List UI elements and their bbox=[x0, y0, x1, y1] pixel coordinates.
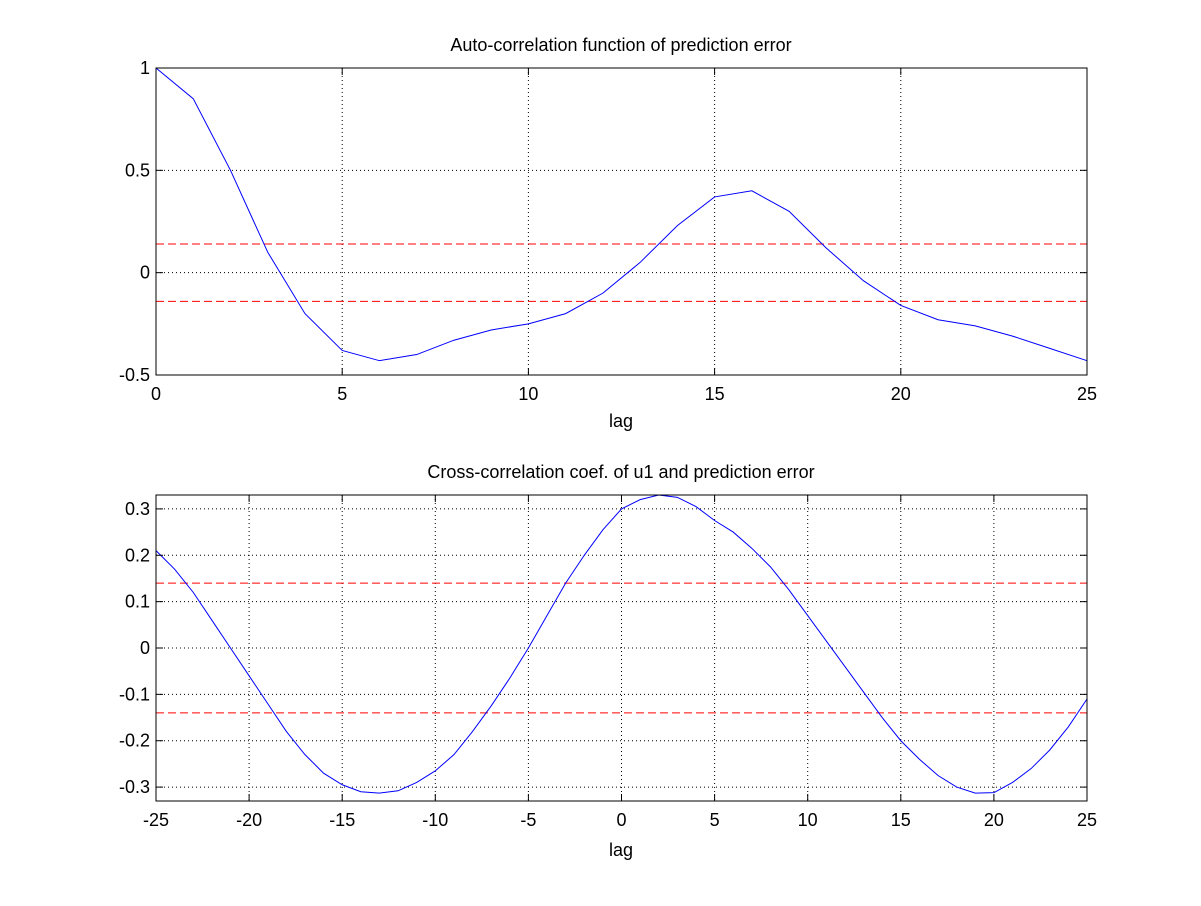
axes-autocorrelation: Auto-correlation function of prediction … bbox=[119, 35, 1097, 431]
x-tick-label: 20 bbox=[984, 810, 1004, 830]
x-tick-label: 10 bbox=[798, 810, 818, 830]
x-tick-label: 5 bbox=[337, 384, 347, 404]
y-tick-label: 0.1 bbox=[125, 592, 150, 612]
y-tick-label: -0.1 bbox=[119, 684, 150, 704]
x-tick-label: -20 bbox=[236, 810, 262, 830]
y-tick-label: 0.3 bbox=[125, 499, 150, 519]
x-tick-label: 20 bbox=[891, 384, 911, 404]
x-tick-label: 25 bbox=[1077, 810, 1097, 830]
y-tick-label: 0 bbox=[140, 638, 150, 658]
y-tick-label: 0.2 bbox=[125, 545, 150, 565]
y-tick-label: 0.5 bbox=[125, 160, 150, 180]
x-tick-label: -10 bbox=[422, 810, 448, 830]
series-line bbox=[155, 67, 1088, 362]
x-axis-label: lag bbox=[609, 840, 633, 860]
x-tick-label: 10 bbox=[518, 384, 538, 404]
axes-frame bbox=[155, 67, 1088, 376]
x-tick-label: 5 bbox=[710, 810, 720, 830]
y-tick-label: 1 bbox=[140, 58, 150, 78]
x-tick-label: 15 bbox=[891, 810, 911, 830]
chart-title: Auto-correlation function of prediction … bbox=[450, 35, 791, 55]
axes-crosscorrelation: Cross-correlation coef. of u1 and predic… bbox=[119, 462, 1097, 860]
x-tick-label: 15 bbox=[705, 384, 725, 404]
x-tick-label: -25 bbox=[143, 810, 169, 830]
y-tick-label: -0.5 bbox=[119, 365, 150, 385]
chart-title: Cross-correlation coef. of u1 and predic… bbox=[427, 462, 814, 482]
y-tick-label: -0.2 bbox=[119, 731, 150, 751]
x-tick-label: 25 bbox=[1077, 384, 1097, 404]
y-tick-label: -0.3 bbox=[119, 777, 150, 797]
x-tick-label: -5 bbox=[520, 810, 536, 830]
x-axis-label: lag bbox=[609, 411, 633, 431]
plot-area bbox=[156, 68, 1087, 375]
x-tick-label: 0 bbox=[616, 810, 626, 830]
x-tick-label: -15 bbox=[329, 810, 355, 830]
series-line bbox=[155, 494, 1088, 794]
x-tick-label: 0 bbox=[151, 384, 161, 404]
y-tick-label: 0 bbox=[140, 263, 150, 283]
